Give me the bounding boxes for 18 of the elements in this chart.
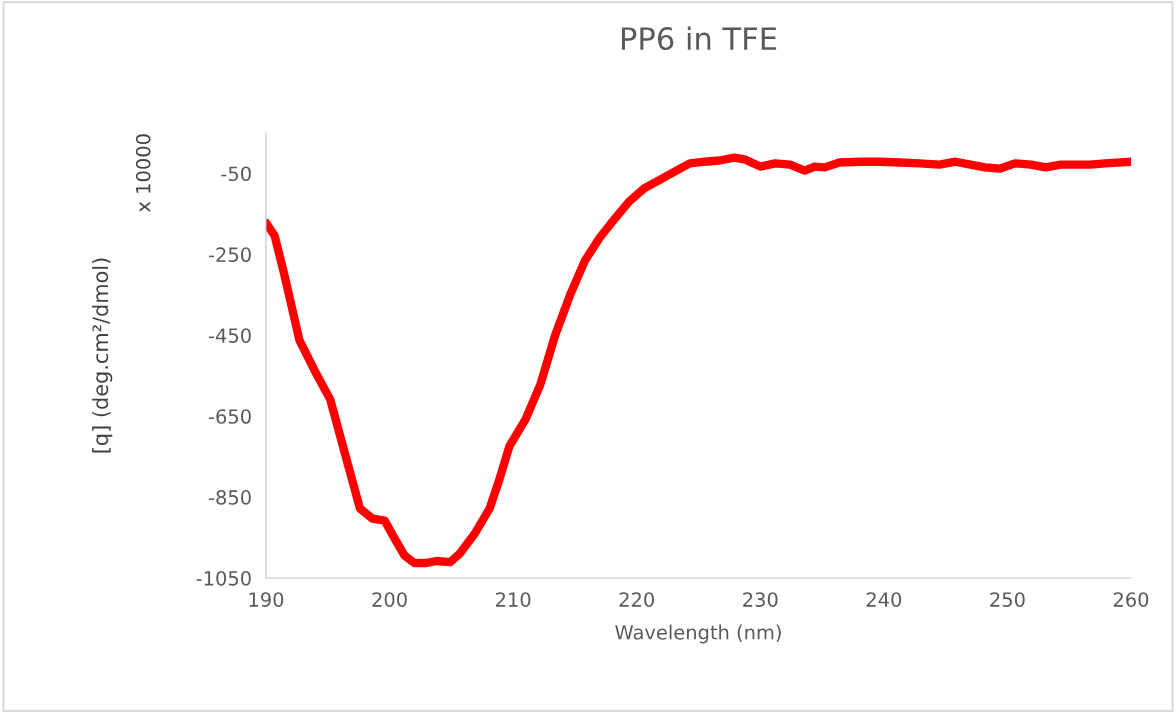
text: x 10000 [135,134,151,212]
chart-title: PP6 in TFE [621,26,777,51]
x-tick-label: 200 [372,592,407,607]
y-tick-label: -1050 [196,570,251,586]
x-tick-label: 250 [990,592,1025,607]
y-tick-label: -650 [208,409,251,424]
y-tick-label: -250 [208,247,251,263]
y-tick-label: -850 [208,490,251,505]
x-tick-label: 260 [1113,592,1149,607]
y-tick-label: -50 [221,166,251,182]
x-tick-label: 230 [743,592,778,607]
x-tick-label: 190 [249,592,284,607]
x-tick-label: 210 [496,592,531,607]
y-axis-title: [q] (deg.cm²/dmol) [92,258,113,453]
x-tick-label: 220 [619,592,654,607]
y-tick-label: -450 [208,328,251,343]
x-axis-title: Wavelength (nm) [615,624,781,644]
x-tick-label: 240 [866,592,902,607]
